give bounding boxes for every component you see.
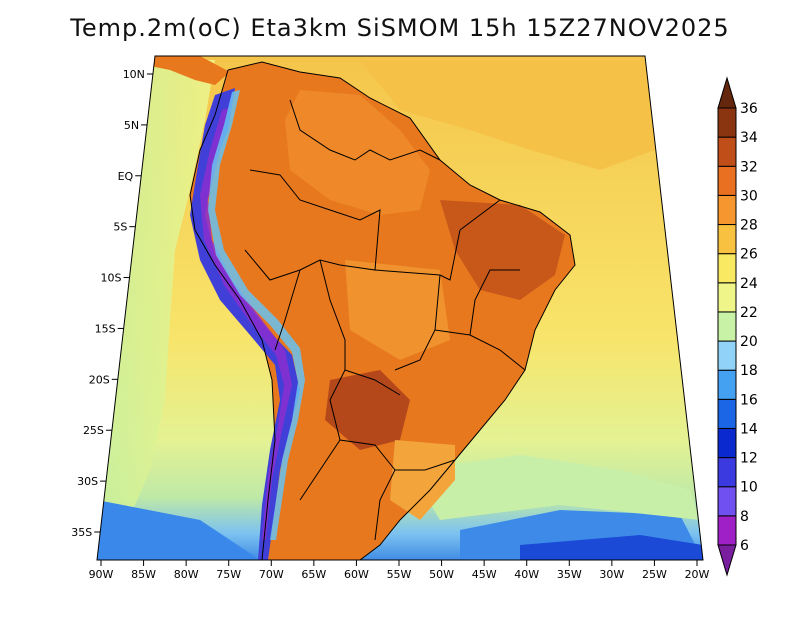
colorbar-label: 22: [740, 305, 758, 321]
latitude-axis: 10N 5N EQ 5S 10S 15S 20S 25S 30S 35S: [71, 68, 153, 539]
colorbar-label: 20: [740, 334, 758, 350]
colorbar-label: 12: [740, 451, 758, 467]
colorbar-segment: [717, 253, 737, 284]
lat-tick-label: 25S: [83, 424, 104, 437]
colorbar-segment: [717, 457, 737, 488]
colorbar-label: 14: [740, 421, 758, 437]
colorbar-segment: [717, 107, 737, 138]
lon-tick-label: 65W: [301, 568, 326, 581]
colorbar-segment: [717, 224, 737, 255]
south-atlantic-coldest-water: [520, 535, 703, 560]
lon-tick-label: 80W: [174, 568, 199, 581]
colorbar-max-arrow: [717, 76, 737, 109]
colorbar-segment: [717, 340, 737, 371]
lon-tick-label: 20W: [685, 568, 710, 581]
map-frame: [96, 55, 704, 561]
colorbar-segment: [717, 398, 737, 429]
colorbar-label: 16: [740, 392, 758, 408]
lon-tick-label: 90W: [89, 568, 114, 581]
lat-tick-label: EQ: [118, 170, 134, 183]
lon-tick-label: 85W: [131, 568, 156, 581]
colorbar: 6 8 10 12 14 16 18 20 22 24 26 28 30 32 34 36: [717, 76, 758, 577]
lon-tick-label: 50W: [429, 568, 454, 581]
lon-tick-label: 60W: [344, 568, 369, 581]
colorbar-label: 28: [740, 218, 758, 234]
warm-atlantic-band: [360, 60, 655, 170]
colorbar-label: 24: [740, 276, 758, 292]
lon-tick-label: 55W: [387, 568, 412, 581]
lat-tick-label: 20S: [89, 373, 110, 386]
colorbar-segment: [717, 369, 737, 400]
colorbar-label: 36: [740, 101, 758, 117]
lat-tick-label: 5N: [124, 119, 139, 132]
south-brazil-zone: [390, 440, 455, 520]
andes-cold-ridge: [190, 88, 300, 560]
lon-tick-label: 70W: [259, 568, 284, 581]
lat-tick-label: 10N: [123, 68, 145, 81]
colorbar-segment: [717, 515, 737, 546]
colorbar-segment: [717, 194, 737, 226]
central-brazil-zone: [345, 260, 450, 360]
colorbar-segment: [717, 136, 737, 167]
longitude-axis: 90W 85W 80W 75W 70W 65W 60W 55W 50W 45W 40W 35W 30W 2…: [89, 560, 710, 581]
south-atlantic-mild-water: [410, 455, 700, 520]
colorbar-segment: [717, 427, 737, 459]
lon-tick-label: 30W: [599, 568, 624, 581]
lat-tick-label: 5S: [113, 221, 127, 234]
map-field: [97, 56, 703, 560]
lon-tick-label: 45W: [472, 568, 497, 581]
map-title: Temp.2m(oC) Eta3km SiSMOM 15h 15Z27NOV20…: [70, 14, 730, 42]
country-borders: [189, 61, 576, 560]
lat-tick-label: 35S: [71, 526, 92, 539]
colorbar-label: 32: [740, 159, 758, 175]
colorbar-min-arrow: [717, 544, 737, 577]
lon-tick-label: 75W: [216, 568, 241, 581]
colorbar-label: 18: [740, 363, 758, 379]
northeast-hot-zone: [440, 200, 565, 300]
lat-tick-label: 30S: [77, 475, 98, 488]
lon-tick-label: 25W: [642, 568, 667, 581]
colorbar-label: 8: [740, 509, 749, 525]
colorbar-segment: [717, 486, 737, 517]
colorbar-label: 10: [740, 480, 758, 496]
lon-tick-label: 40W: [514, 568, 539, 581]
lon-tick-label: 35W: [557, 568, 582, 581]
colorbar-label: 6: [740, 538, 749, 554]
southwest-cold-water: [97, 500, 260, 560]
colorbar-label: 34: [740, 130, 758, 146]
chaco-hot-zone: [325, 370, 410, 450]
colorbar-label: 26: [740, 247, 758, 263]
central-america-land: [140, 56, 230, 85]
colorbar-segment: [717, 165, 737, 196]
lat-tick-label: 10S: [101, 272, 122, 285]
colorbar-segment: [717, 282, 737, 313]
colorbar-label: 30: [740, 188, 758, 204]
amazon-warm-zone: [285, 90, 430, 215]
colorbar-segment: [717, 311, 737, 342]
lat-tick-label: 15S: [95, 322, 116, 335]
